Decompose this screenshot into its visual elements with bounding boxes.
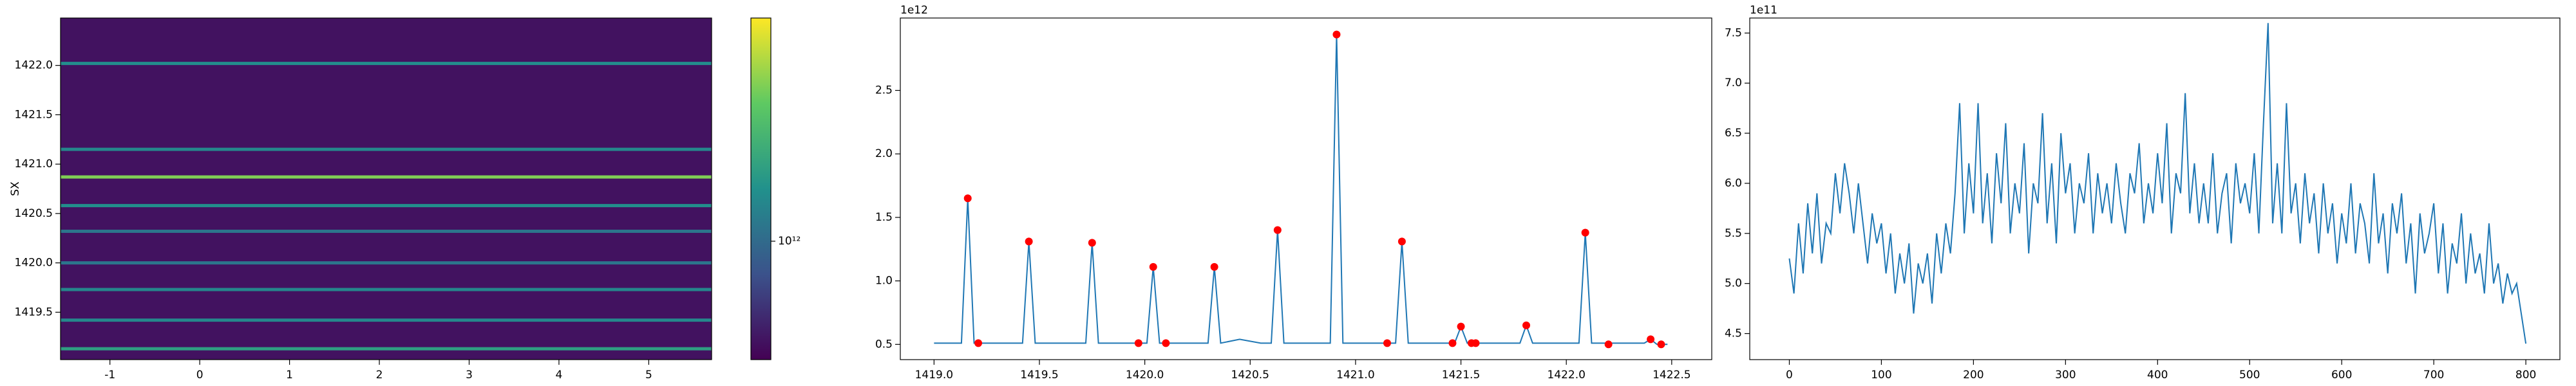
x-tick-label: 600: [2331, 369, 2352, 381]
y-tick-label: 1420.0: [15, 257, 53, 270]
peak-marker: [1604, 340, 1613, 349]
peak-marker: [1581, 228, 1589, 237]
y-tick-label: 1421.5: [15, 108, 53, 121]
y-tick-label: 7.0: [1725, 77, 1742, 89]
y-tick-label: 6.5: [1725, 127, 1742, 140]
axes-frame: [1749, 17, 2561, 360]
y-tick-label: 5.5: [1725, 227, 1742, 240]
axes-frame: [900, 17, 1712, 360]
x-tick-label: 500: [2239, 369, 2260, 381]
x-tick-label: 700: [2423, 369, 2444, 381]
peak-marker: [1210, 262, 1218, 271]
colorbar-tick-label: 10¹²: [778, 235, 800, 248]
heatmap-line: [61, 318, 712, 322]
x-tick-label: 3: [466, 369, 473, 381]
y-tick-label: 2.0: [875, 147, 893, 160]
x-tick-label: 0: [1786, 369, 1793, 381]
axes-frame: [60, 17, 712, 360]
peak-marker: [1472, 339, 1480, 347]
heatmap-line: [61, 229, 712, 233]
y-tick-label: 0.5: [875, 338, 893, 351]
x-tick-label: 5: [645, 369, 652, 381]
peak-marker: [1149, 262, 1157, 271]
heatmap-line: [61, 147, 712, 151]
peak-marker: [1647, 335, 1655, 344]
y-tick-label: 1.5: [875, 211, 893, 224]
y-axis-label: SX: [9, 181, 22, 196]
y-tick-label: 5.0: [1725, 277, 1742, 290]
peak-marker: [1134, 339, 1142, 347]
colorbar: [750, 17, 772, 360]
peak-marker: [1522, 321, 1530, 329]
x-tick-label: 1422.5: [1653, 369, 1690, 381]
line-series: [1788, 23, 2527, 344]
x-tick-label: 1: [286, 369, 293, 381]
heatmap-line: [61, 175, 712, 179]
heatmap-line: [61, 204, 712, 208]
heatmap-line: [61, 62, 712, 66]
x-tick-label: 200: [1963, 369, 1984, 381]
x-tick-label: 300: [2055, 369, 2076, 381]
peak-marker: [1448, 339, 1457, 347]
y-tick-label: 4.5: [1725, 327, 1742, 340]
peak-marker: [1162, 339, 1170, 347]
x-tick-label: 1419.0: [915, 369, 953, 381]
x-tick-label: 0: [196, 369, 204, 381]
line-series: [934, 34, 1668, 345]
peak-marker: [1025, 237, 1033, 246]
y-tick-label: 6.0: [1725, 177, 1742, 190]
y-tick-label: 1421.0: [15, 158, 53, 170]
y-tick-label: 1422.0: [15, 59, 53, 72]
x-tick-label: 4: [556, 369, 563, 381]
heatmap-line: [61, 347, 712, 351]
x-tick-label: 2: [376, 369, 383, 381]
heatmap-line: [61, 288, 712, 291]
y-tick-label: 2.5: [875, 84, 893, 97]
x-tick-label: 800: [2515, 369, 2536, 381]
x-tick-label: -1: [104, 369, 115, 381]
x-tick-label: 1421.0: [1336, 369, 1374, 381]
y-tick-label: 7.5: [1725, 26, 1742, 39]
peak-marker: [1397, 237, 1406, 246]
offset-text: 1e12: [900, 4, 928, 17]
peak-marker: [1657, 340, 1665, 349]
x-tick-label: 1421.5: [1442, 369, 1480, 381]
offset-text: 1e11: [1750, 4, 1777, 17]
peak-marker: [1273, 226, 1282, 234]
heatmap-line: [61, 261, 712, 265]
peak-marker: [1383, 339, 1391, 347]
x-tick-label: 400: [2147, 369, 2168, 381]
x-tick-label: 1420.5: [1231, 369, 1269, 381]
peak-marker: [963, 194, 972, 203]
peak-marker: [1332, 30, 1341, 39]
y-tick-label: 1420.5: [15, 207, 53, 220]
x-tick-label: 1419.5: [1020, 369, 1058, 381]
y-tick-label: 1.0: [875, 275, 893, 288]
peak-marker: [1457, 322, 1465, 331]
x-tick-label: 1420.0: [1126, 369, 1164, 381]
x-tick-label: 1422.0: [1547, 369, 1585, 381]
peak-marker: [1088, 239, 1096, 247]
x-tick-label: 100: [1871, 369, 1891, 381]
heatmap-background: [61, 18, 712, 360]
y-tick-label: 1419.5: [15, 306, 53, 318]
peak-marker: [974, 339, 983, 347]
